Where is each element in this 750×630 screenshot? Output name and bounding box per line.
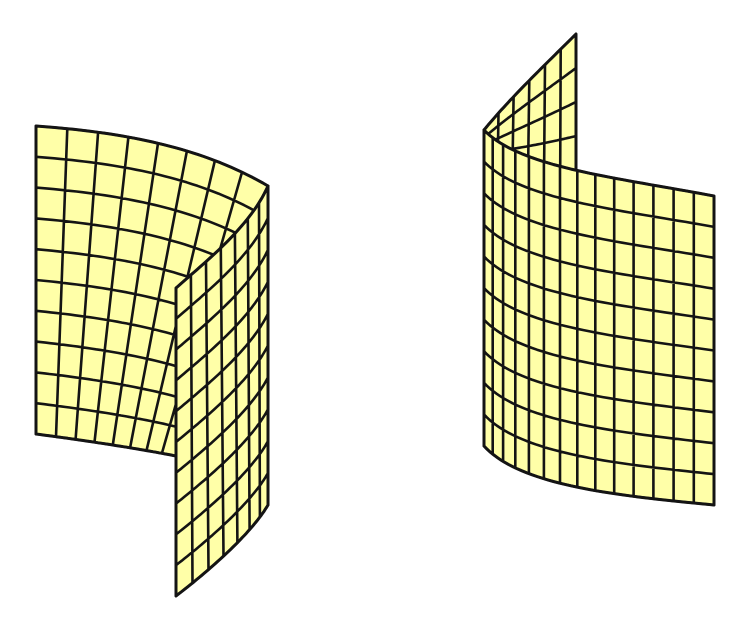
right-front-panel-face: [484, 130, 714, 505]
left-curved-sheet: [34, 124, 270, 598]
right-curved-sheet: [482, 32, 716, 507]
left-back-panel-face: [36, 126, 268, 456]
right-front-panel-edge: [482, 128, 716, 507]
left-front-panel-edge: [174, 184, 270, 598]
